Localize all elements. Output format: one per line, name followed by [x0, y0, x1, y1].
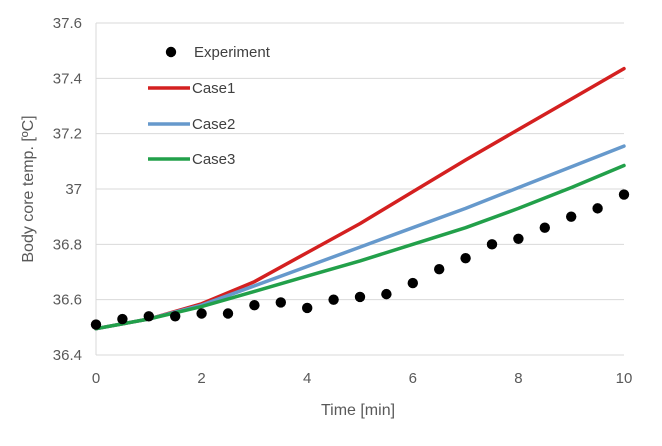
data-point-experiment — [302, 302, 313, 314]
y-tick-label: 37.2 — [53, 126, 82, 143]
legend-label-case3: Case3 — [192, 151, 235, 168]
data-point-experiment — [434, 264, 445, 275]
x-tick-label: 0 — [92, 370, 100, 387]
x-tick-label: 10 — [616, 370, 633, 387]
y-tick-label: 37.4 — [53, 70, 82, 87]
y-axis-title: Body core temp. [ºC] — [20, 115, 37, 262]
data-point-experiment — [354, 291, 366, 303]
data-point-experiment — [222, 308, 234, 319]
data-point-experiment — [460, 252, 471, 264]
tick-labels: 36.4 36.6 36.8 37 37.2 37.4 37.6 0 2 4 6 8 10 — [53, 15, 633, 387]
data-point-experiment — [249, 300, 260, 311]
data-point-experiment — [275, 297, 286, 308]
y-tick-label: 37.6 — [53, 15, 82, 32]
x-tick-label: 4 — [303, 370, 311, 387]
data-point-experiment — [196, 308, 207, 319]
data-point-experiment — [566, 211, 577, 222]
grid-lines — [96, 22, 624, 356]
data-point-experiment — [486, 239, 498, 250]
x-tick-label: 6 — [409, 370, 417, 387]
legend-marker-experiment — [165, 46, 177, 58]
legend-label-case2: Case2 — [192, 116, 235, 133]
y-tick-label: 36.8 — [53, 236, 82, 253]
y-tick-label: 36.4 — [53, 347, 82, 364]
series-line-case3 — [94, 163, 626, 331]
series-group — [90, 66, 630, 331]
data-point-experiment — [328, 294, 339, 305]
x-axis-title: Time [min] — [321, 402, 395, 419]
x-tick-label: 8 — [514, 370, 522, 387]
data-point-experiment — [539, 222, 550, 233]
data-point-experiment — [170, 311, 181, 322]
data-point-experiment — [407, 277, 418, 289]
legend: Experiment Case1 Case2 Case3 — [148, 44, 271, 168]
data-point-experiment — [618, 189, 630, 200]
data-point-experiment — [117, 313, 128, 325]
data-point-experiment — [90, 319, 102, 330]
y-tick-label: 36.6 — [53, 292, 82, 309]
data-point-experiment — [143, 311, 154, 322]
data-point-experiment — [592, 203, 603, 214]
data-point-experiment — [381, 288, 392, 300]
x-tick-label: 2 — [197, 370, 205, 387]
legend-label-experiment: Experiment — [194, 44, 271, 61]
legend-label-case1: Case1 — [192, 80, 235, 97]
data-point-experiment — [513, 233, 524, 244]
y-tick-label: 37 — [65, 181, 82, 198]
